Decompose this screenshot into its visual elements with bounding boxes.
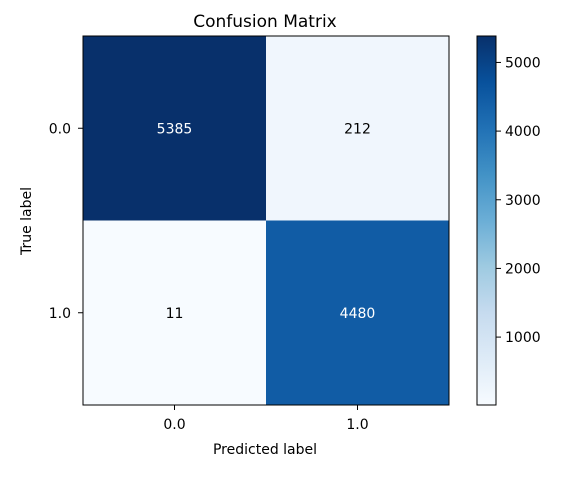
heatmap-cells (83, 36, 449, 405)
plot-frame (82, 35, 450, 406)
heatmap-cell (266, 36, 449, 221)
colorbar-tick-label: 1000 (505, 330, 541, 346)
heatmap-cell-labels: 5385 212 11 4480 (157, 121, 376, 322)
y-tick-label: 1.0 (49, 306, 71, 322)
x-tick-label: 0.0 (163, 417, 185, 433)
y-axis-label: True label (19, 187, 35, 256)
heatmap-cell (266, 220, 449, 405)
cell-value-label: 5385 (157, 121, 193, 137)
cell-value-label: 11 (166, 306, 184, 322)
cell-value-label: 4480 (340, 306, 376, 322)
colorbar-tick-label: 5000 (505, 55, 541, 71)
heatmap-cell (83, 36, 266, 221)
colorbar-tick-label: 4000 (505, 124, 541, 140)
y-tick-label: 0.0 (49, 121, 71, 137)
colorbar-tick-label: 3000 (505, 193, 541, 209)
x-axis-label: Predicted label (213, 442, 317, 458)
colorbar-tick-label: 2000 (505, 261, 541, 277)
cell-value-label: 212 (344, 121, 371, 137)
colorbar-ticks: 1000 2000 3000 4000 5000 (496, 55, 541, 346)
y-axis-ticks: 0.0 1.0 (49, 121, 83, 322)
chart-title: Confusion Matrix (193, 12, 337, 32)
x-axis-ticks: 0.0 1.0 (163, 405, 369, 433)
colorbar (476, 35, 497, 406)
x-tick-label: 1.0 (346, 417, 368, 433)
heatmap-cell (83, 220, 266, 405)
